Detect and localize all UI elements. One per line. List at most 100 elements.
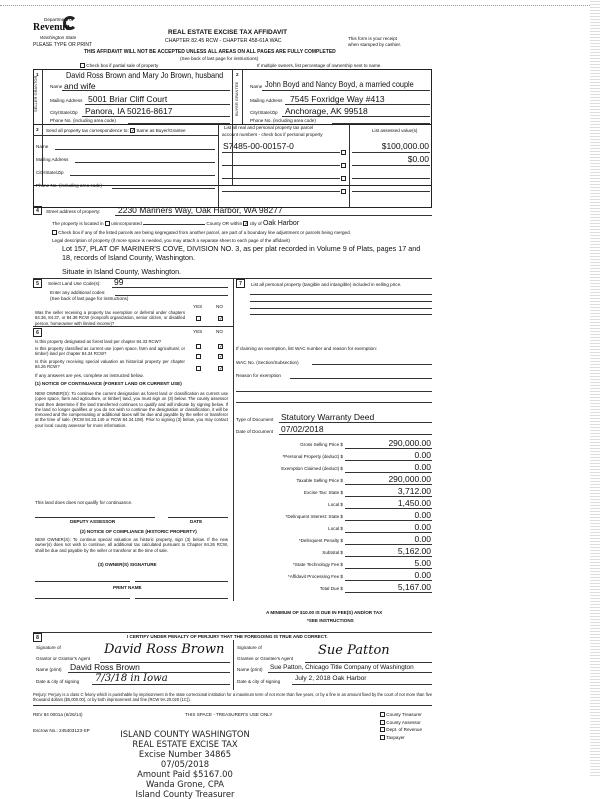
stamp-line: Wanda Grone, CPA <box>145 779 225 789</box>
buyer-mail[interactable]: 7545 Foxridge Way #413 <box>290 94 385 104</box>
copy-checkbox-0[interactable]: County Treasurer <box>380 711 422 719</box>
grantee-date[interactable]: July 2, 2018 Oak Harbor <box>295 675 367 682</box>
print-name-field[interactable] <box>35 598 130 599</box>
city-checkbox[interactable]: ✓ <box>243 221 249 228</box>
street-address[interactable]: 2230 Mariners Way, Oak Harbor, WA 98277 <box>118 205 283 215</box>
amount-value[interactable]: 5,162.00 <box>397 546 431 556</box>
copy-checkbox-2[interactable]: Dept. of Revenue <box>380 726 422 734</box>
exemption-no-checkbox[interactable]: ✓ <box>218 316 224 323</box>
seller-name-line2[interactable]: and wife <box>64 80 96 91</box>
notice-continuance-title: (1) NOTICE OF CONTINUANCE (FOREST LAND O… <box>35 381 182 386</box>
assessed-value[interactable]: $0.00 <box>407 154 429 164</box>
amount-line <box>345 532 432 533</box>
buyer-mail-label: Mailing Address <box>250 98 283 103</box>
amount-line <box>345 448 432 449</box>
buyer-side-label: BUYER GRANTEE <box>234 81 239 116</box>
historic-no-checkbox[interactable]: ✓ <box>218 366 224 373</box>
assessed-value[interactable]: $100,000.00 <box>381 141 429 151</box>
amount-value[interactable]: 290,000.00 <box>388 438 431 448</box>
amount-line <box>345 460 432 461</box>
grantor-name[interactable]: David Ross Brown <box>70 662 140 672</box>
amount-value[interactable]: 290,000.00 <box>388 474 431 484</box>
print-name-field-2[interactable] <box>135 598 228 599</box>
buyer-city-label: City/State/Zip <box>250 110 278 115</box>
amount-value[interactable]: 0.00 <box>414 534 431 544</box>
copy-checkbox-1[interactable]: County Assessor <box>380 719 422 727</box>
unincorporated-checkbox[interactable] <box>104 221 110 227</box>
seller-city[interactable]: Panora, IA 50216-8617 <box>85 106 173 116</box>
amount-value[interactable]: 5.00 <box>414 558 431 568</box>
owner-signature-field-2[interactable] <box>135 581 228 582</box>
owner-signature-field[interactable] <box>35 581 130 582</box>
segregated-checkbox[interactable]: Check box if any of the listed parcels a… <box>52 230 351 236</box>
owner-signature-label: (3) OWNER(S) SIGNATURE <box>98 562 157 567</box>
amount-line <box>345 556 432 557</box>
no-head-6: NO <box>216 329 223 334</box>
amount-label: *Delinquent Penalty $ <box>298 538 343 543</box>
amount-label: *State Technology Fee $ <box>293 562 343 567</box>
current-use-no-checkbox[interactable]: ✓ <box>218 354 224 361</box>
reason-field[interactable] <box>290 378 432 379</box>
amount-line <box>345 544 432 545</box>
copy-distribution: County Treasurer County Assessor Dept. o… <box>380 711 422 741</box>
amount-value[interactable]: 3,712.00 <box>397 486 431 496</box>
amount-label: Subtotal $ <box>322 550 343 555</box>
amount-value[interactable]: 1,450.00 <box>397 498 431 508</box>
exemption-yes-checkbox[interactable] <box>196 316 201 322</box>
legal-desc-2: 18, records of Island County, Washington… <box>62 253 196 262</box>
section-5-number: 5 <box>33 279 42 288</box>
buyer-phone-field[interactable] <box>332 123 430 124</box>
same-as-buyer-checkbox[interactable]: ✓ <box>130 128 136 135</box>
buyer-name[interactable]: John Boyd and Nancy Boyd, a married coup… <box>265 79 414 89</box>
amount-value[interactable]: 5,167.00 <box>397 582 431 592</box>
forest-yes-checkbox[interactable] <box>196 344 201 350</box>
personal-property-checkbox[interactable] <box>341 183 346 201</box>
amount-value[interactable]: 0.00 <box>414 522 431 532</box>
grantor-date[interactable]: 7/3/18 in Iowa <box>95 673 168 684</box>
additional-codes-field[interactable] <box>115 295 228 296</box>
amount-value[interactable]: 0.00 <box>414 570 431 580</box>
amount-value[interactable]: 0.00 <box>414 462 431 472</box>
section-3-box <box>33 124 432 208</box>
amount-line <box>345 568 432 569</box>
personal-property-checkbox[interactable] <box>341 170 346 188</box>
sec3-phone-field[interactable] <box>112 188 215 189</box>
doc-type[interactable]: Statutory Warranty Deed <box>281 412 375 422</box>
wac-field[interactable] <box>312 364 432 365</box>
legal-desc-1: Lot 157, PLAT OF MARINER'S COVE, DIVISIO… <box>62 244 421 253</box>
doc-date[interactable]: 07/02/2018 <box>281 424 324 434</box>
dor-logo-icon <box>63 16 77 30</box>
grantee-name[interactable]: Sue Patton, Chicago Title Company of Was… <box>270 664 414 671</box>
seller-phone-field[interactable] <box>128 123 230 124</box>
historic-yes-checkbox[interactable] <box>196 366 201 372</box>
parcel-number[interactable]: S7485-00-00157-0 <box>223 141 294 151</box>
amount-label: Gross Selling Price $ <box>300 442 343 447</box>
sec3-mail-field[interactable] <box>75 162 215 163</box>
stamp-line: Island County Treasurer <box>135 789 235 799</box>
grantor-signature[interactable]: David Ross Brown <box>104 642 225 657</box>
sec3-city-field[interactable] <box>70 175 215 176</box>
partial-sale-checkbox[interactable]: Check box if partial sale of property <box>80 63 158 69</box>
stamp-line: Excise Number 34865 <box>138 749 232 759</box>
assessed-value-head: List assessed value(s) <box>372 128 418 133</box>
if-yes-note: If any answers are yes, complete as inst… <box>35 373 144 378</box>
seller-mail[interactable]: 5001 Briar Cliff Court <box>88 94 168 104</box>
personal-property-line[interactable] <box>250 294 432 295</box>
assessor-date-field[interactable] <box>168 517 228 518</box>
amount-line <box>345 484 432 485</box>
sec3-name-field[interactable] <box>55 149 215 150</box>
buyer-city[interactable]: Anchorage, AK 99518 <box>285 106 368 116</box>
personal-property-checkbox[interactable] <box>341 157 346 175</box>
current-use-yes-checkbox[interactable] <box>196 354 201 360</box>
amount-line <box>345 508 432 509</box>
land-use-code[interactable]: 99 <box>114 277 124 287</box>
copy-checkbox-3[interactable]: Taxpayer <box>380 734 422 742</box>
amount-value[interactable]: 0.00 <box>414 450 431 460</box>
deputy-assessor-field[interactable] <box>35 517 155 518</box>
forest-no-checkbox[interactable]: ✓ <box>218 344 224 351</box>
seller-name-line1[interactable]: David Ross Brown and Mary Jo Brown, husb… <box>66 70 224 80</box>
amount-value[interactable]: 0.00 <box>414 510 431 520</box>
scan-edge <box>590 0 600 776</box>
personal-property-checkbox[interactable] <box>341 144 346 162</box>
grantee-signature[interactable]: Sue Patton <box>318 643 390 658</box>
